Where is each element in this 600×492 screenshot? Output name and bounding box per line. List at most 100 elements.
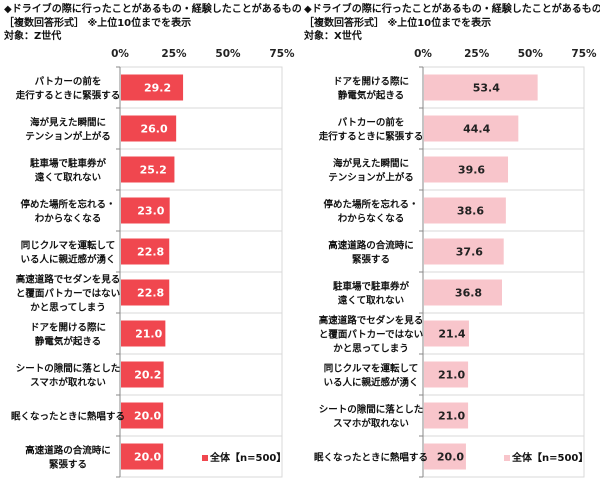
category-label: 停めた場所を忘れる・わからなくなる	[20, 199, 115, 225]
category-label-line: と覆面パトカーではない	[319, 329, 423, 341]
right-chart-title: ◆ドライブの際に行ったことがあるもの・経験したことがあるもの	[304, 4, 600, 15]
category-label-line: スマホが取れない	[333, 418, 409, 430]
data-label: 26.0	[141, 123, 168, 136]
category-label: 高速道路の合流時に緊張する	[328, 240, 414, 266]
category-label-line: 停めた場所を忘れる・	[323, 199, 418, 211]
category-label-line: 同じクルマを運転して	[21, 240, 115, 252]
x-tick-label: 25%	[161, 48, 187, 60]
category-label-line: 遠くて取れない	[338, 295, 404, 307]
category-label-line: 遠くて取れない	[35, 172, 101, 184]
category-label: 海が見えた瞬間にテンションが上がる	[328, 158, 414, 184]
x-tick-label: 50%	[215, 48, 241, 60]
category-label: 駐車場で駐車券が遠くて取れない	[30, 158, 107, 184]
category-label-line: かと思ってしまう	[30, 302, 106, 314]
category-label-line: 駐車場で駐車券が	[333, 281, 410, 293]
left-chart-target: 対象：Z世代	[4, 31, 62, 42]
category-label-line: ドアを開ける際に	[333, 76, 409, 88]
bar	[121, 279, 170, 306]
category-label-line: シートの隙間に落とした	[319, 404, 424, 416]
category-label-line: 高速道路でセダンを見る	[319, 315, 424, 327]
bar	[121, 320, 166, 347]
category-label: パトカーの前を走行するときに緊張する	[15, 76, 121, 102]
bar	[424, 443, 466, 470]
data-label: 53.4	[473, 82, 500, 95]
bar	[424, 402, 469, 429]
category-label-line: 走行するときに緊張する	[318, 131, 424, 143]
category-label: 駐車場で駐車券が遠くて取れない	[333, 281, 410, 307]
category-label-line: 眠くなったときに熱唱する	[314, 452, 428, 464]
bar	[424, 74, 538, 101]
bar	[424, 279, 502, 306]
bar	[121, 74, 184, 101]
category-label: 高速道路でセダンを見ると覆面パトカーではないかと思ってしまう	[319, 315, 424, 355]
legend-swatch	[504, 455, 510, 461]
category-label-line: かと思ってしまう	[333, 343, 409, 355]
legend-swatch	[202, 455, 208, 461]
left-chart: 0% 25% 50% 75% 29.2 パトカーの前を走行するときに緊張する 26.0 海が見…	[11, 48, 295, 478]
category-label-line: 高速道路の合流時に	[25, 445, 111, 457]
data-label: 29.2	[144, 82, 171, 95]
category-label-line: シートの隙間に落とした	[16, 363, 121, 375]
bar	[424, 320, 469, 347]
category-label-line: 高速道路でセダンを見る	[16, 274, 121, 286]
category-label: ドアを開ける際に静電気が起きる	[30, 322, 106, 348]
category-label-line: 海が見えた瞬間に	[333, 158, 409, 170]
category-label: 眠くなったときに熱唱する	[314, 452, 428, 464]
category-label-line: わからなくなる	[35, 214, 102, 225]
right-chart: 0% 25% 50% 75% 53.4 ドアを開ける際に静電気が起きる 44.4 パトカーの前…	[314, 48, 597, 478]
x-tick-label: 50%	[518, 48, 544, 60]
bar	[424, 115, 519, 142]
bar	[424, 197, 506, 224]
category-label: パトカーの前を走行するときに緊張する	[318, 117, 424, 143]
data-label: 20.0	[134, 410, 161, 423]
category-label-line: わからなくなる	[338, 214, 405, 225]
x-tick-label: 0%	[111, 48, 129, 60]
legend-label: 全体【n=500】	[209, 451, 286, 464]
category-label-line: 海が見えた瞬間に	[30, 117, 106, 129]
category-label-line: パトカーの前を	[338, 117, 405, 129]
bar	[121, 156, 175, 183]
data-label: 20.0	[437, 451, 464, 464]
category-label-line: 駐車場で駐車券が	[30, 158, 107, 170]
x-tick-label: 25%	[464, 48, 490, 60]
category-label: 停めた場所を忘れる・わからなくなる	[323, 199, 418, 225]
category-label-line: テンションが上がる	[328, 172, 414, 184]
category-label-line: テンションが上がる	[25, 131, 111, 143]
data-label: 39.6	[458, 164, 485, 177]
category-label-line: と覆面パトカーではない	[16, 288, 120, 300]
right-chart-header: ◆ドライブの際に行ったことがあるもの・経験したことがあるもの ［複数回答形式］ …	[304, 3, 600, 44]
category-label-line: 緊張する	[352, 255, 390, 266]
bar	[424, 238, 504, 265]
category-label: 海が見えた瞬間にテンションが上がる	[25, 117, 111, 143]
bar	[424, 361, 469, 388]
bar	[121, 115, 177, 142]
x-tick-label: 75%	[269, 48, 295, 60]
left-chart-title: ◆ドライブの際に行ったことがあるもの・経験したことがあるもの	[4, 4, 302, 15]
category-label: 眠くなったときに熱唱する	[11, 411, 125, 423]
bar	[121, 197, 170, 224]
data-label: 21.0	[438, 410, 465, 423]
data-label: 44.4	[463, 123, 490, 136]
data-label: 21.0	[135, 328, 162, 341]
category-label-line: 同じクルマを運転して	[324, 363, 418, 375]
bar	[121, 361, 164, 388]
data-label: 22.8	[137, 287, 164, 300]
data-label: 37.6	[456, 246, 483, 259]
data-label: 20.2	[134, 369, 161, 382]
category-label: 同じクルマを運転している人に親近感が湧く	[323, 363, 418, 389]
x-tick-label: 75%	[571, 48, 597, 60]
category-label: 同じクルマを運転している人に親近感が湧く	[20, 240, 115, 266]
data-label: 21.0	[438, 369, 465, 382]
data-label: 21.4	[438, 328, 465, 341]
left-chart-header: ◆ドライブの際に行ったことがあるもの・経験したことがあるもの ［複数回答形式］ …	[4, 3, 302, 44]
data-label: 36.8	[455, 287, 482, 300]
category-label: ドアを開ける際に静電気が起きる	[333, 76, 409, 102]
bar	[121, 402, 164, 429]
category-label-line: 静電気が起きる	[35, 336, 101, 348]
category-label-line: 緊張する	[49, 460, 87, 471]
category-label-line: 停めた場所を忘れる・	[20, 199, 115, 211]
category-label: 高速道路でセダンを見ると覆面パトカーではないかと思ってしまう	[16, 274, 121, 314]
category-label-line: 高速道路の合流時に	[328, 240, 414, 252]
category-label: シートの隙間に落としたスマホが取れない	[319, 404, 424, 430]
